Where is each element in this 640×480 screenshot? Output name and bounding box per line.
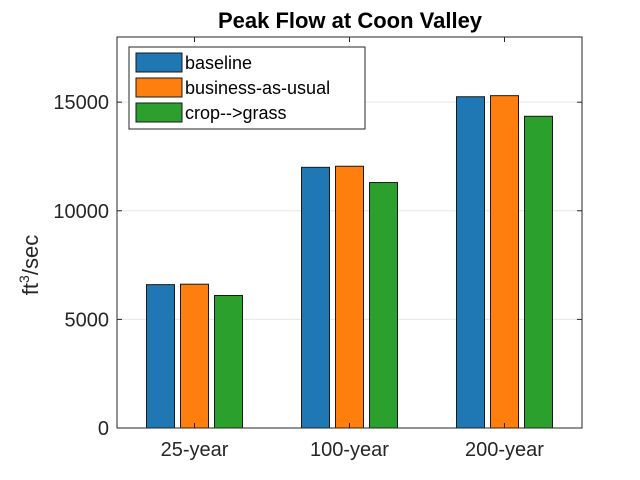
legend-label: crop-->grass [185, 103, 287, 123]
y-tick-label: 5000 [65, 309, 110, 331]
bar-baseline-25-year [146, 284, 175, 429]
y-tick-label: 10000 [53, 201, 109, 223]
x-axis-ticks: 25-year 100-year 200-year [161, 37, 544, 461]
legend: baseline business-as-usual crop-->grass [128, 46, 366, 130]
x-tick-label: 200-year [465, 439, 544, 461]
x-tick-label: 100-year [310, 439, 389, 461]
legend-label: baseline [185, 53, 252, 73]
bars [146, 95, 553, 429]
y-axis-label: ft3/sec [16, 235, 43, 295]
bar-crop-grass-25-year [214, 294, 243, 429]
bar-crop-grass-200-year [524, 115, 553, 429]
bar-crop-grass-100-year [369, 182, 398, 429]
bar-baseline-200-year [456, 96, 485, 429]
bar-business-as-usual-100-year [335, 165, 364, 429]
legend-swatch [135, 102, 183, 123]
legend-swatch [135, 77, 183, 98]
chart-title: Peak Flow at Coon Valley [218, 8, 483, 33]
legend-swatch [135, 52, 183, 73]
y-tick-label: 0 [98, 418, 109, 440]
bar-business-as-usual-25-year [180, 283, 209, 429]
legend-label: business-as-usual [185, 78, 330, 98]
y-tick-label: 15000 [53, 92, 109, 114]
bar-baseline-100-year [301, 166, 330, 429]
x-tick-label: 25-year [161, 439, 229, 461]
y-axis-ticks: 0 5000 10000 15000 [53, 92, 582, 440]
bar-business-as-usual-200-year [490, 95, 519, 429]
